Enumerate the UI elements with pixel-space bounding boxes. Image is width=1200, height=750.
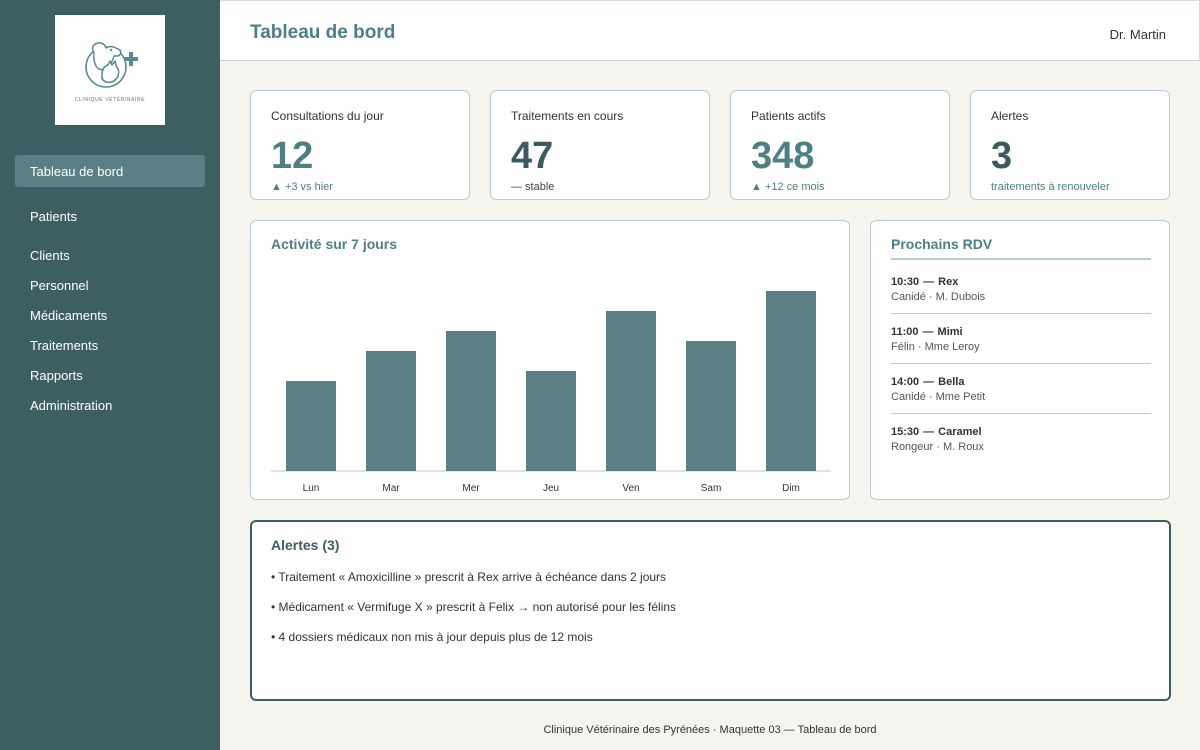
stat-subtext: traitements à renouveler bbox=[991, 181, 1110, 193]
chart-bar-mar[interactable] bbox=[366, 351, 416, 471]
stat-label: Alertes bbox=[991, 109, 1029, 123]
activity-bar-chart: Lun Mar Mer Jeu Ven Sam Dim bbox=[271, 291, 831, 494]
stat-label: Patients actifs bbox=[751, 109, 826, 123]
stat-value: 47 bbox=[511, 135, 554, 177]
x-tick-label: Jeu bbox=[543, 483, 559, 494]
stat-value: 3 bbox=[991, 135, 1013, 177]
alerts-panel: Alertes (3) • Traitement « Amoxicilline … bbox=[250, 520, 1171, 701]
sidebar-item-patients[interactable]: Patients bbox=[15, 200, 205, 232]
stat-trend: — stable bbox=[511, 181, 555, 193]
rdv-patient: Rex bbox=[938, 276, 959, 288]
stat-label: Consultations du jour bbox=[271, 109, 384, 123]
divider bbox=[891, 313, 1151, 314]
chart-title: Activité sur 7 jours bbox=[271, 236, 398, 252]
sidebar-item-label: Tableau de bord bbox=[30, 163, 124, 179]
sidebar-item-label: Rapports bbox=[30, 367, 83, 383]
sidebar-item-administration[interactable]: Administration bbox=[15, 389, 205, 421]
rdv-patient: Caramel bbox=[938, 426, 982, 438]
rdv-details: Félin · Mme Leroy bbox=[891, 341, 980, 353]
sidebar-item-label: Traitements bbox=[30, 337, 99, 353]
x-tick-label: Sam bbox=[701, 483, 722, 494]
rdv-item[interactable]: 15:30— Caramel Rongeur · M. Roux bbox=[891, 426, 1151, 453]
page-title: Tableau de bord bbox=[250, 22, 396, 43]
alerts-title: Alertes (3) bbox=[271, 537, 340, 553]
stat-card-traitements: Traitements en cours 47 — stable bbox=[490, 90, 710, 200]
chart-bar-dim[interactable] bbox=[766, 291, 816, 471]
x-tick-label: Ven bbox=[622, 483, 639, 494]
x-tick-label: Dim bbox=[782, 483, 800, 494]
rdv-card: Prochains RDV 10:30— Rex Canidé · M. Dubo… bbox=[870, 220, 1170, 500]
sidebar-item-label: Médicaments bbox=[30, 307, 108, 323]
chart-bar-lun[interactable] bbox=[286, 381, 336, 471]
rdv-item[interactable]: 10:30— Rex Canidé · M. Dubois bbox=[891, 276, 1151, 303]
rdv-title: Prochains RDV bbox=[891, 236, 993, 252]
sidebar-item-tableau-de-bord[interactable]: Tableau de bord bbox=[15, 155, 205, 187]
sidebar-item-label: Administration bbox=[30, 397, 113, 413]
rdv-details: Canidé · Mme Petit bbox=[891, 391, 986, 403]
sidebar-item-traitements[interactable]: Traitements bbox=[15, 329, 205, 361]
rdv-details: Canidé · M. Dubois bbox=[891, 291, 986, 303]
stat-card-patients: Patients actifs 348 ▲ +12 ce mois bbox=[730, 90, 950, 200]
alert-item[interactable]: • 4 dossiers médicaux non mis à jour dep… bbox=[271, 630, 593, 644]
alert-item[interactable]: • Médicament « Vermifuge X » prescrit à … bbox=[271, 600, 677, 614]
chart-bar-jeu[interactable] bbox=[526, 371, 576, 471]
alert-item[interactable]: • Traitement « Amoxicilline » prescrit à… bbox=[271, 570, 667, 584]
stat-trend: ▲ +12 ce mois bbox=[751, 181, 825, 193]
x-tick-label: Mer bbox=[462, 483, 480, 494]
user-name[interactable]: Dr. Martin bbox=[1109, 27, 1166, 42]
rdv-time: 14:00 bbox=[891, 376, 920, 388]
sidebar-item-personnel[interactable]: Personnel bbox=[15, 269, 205, 301]
divider bbox=[891, 363, 1151, 364]
rdv-time: 10:30 bbox=[891, 276, 920, 288]
logo-text: CLINIQUE VÉTÉRINAIRE bbox=[74, 97, 146, 103]
stat-card-alertes: Alertes 3 traitements à renouveler bbox=[970, 90, 1170, 200]
chart-bar-ven[interactable] bbox=[606, 311, 656, 471]
stat-value: 348 bbox=[751, 135, 815, 177]
x-tick-label: Mar bbox=[382, 483, 400, 494]
top-bar: Tableau de bord Dr. Martin bbox=[220, 0, 1200, 61]
divider bbox=[891, 258, 1151, 260]
rdv-time: 11:00 bbox=[891, 326, 919, 338]
sidebar: CLINIQUE VÉTÉRINAIRE Tableau de bord Pat… bbox=[0, 0, 220, 750]
rdv-details: Rongeur · M. Roux bbox=[891, 441, 984, 453]
chart-bar-mer[interactable] bbox=[446, 331, 496, 471]
sidebar-item-label: Patients bbox=[30, 208, 77, 224]
rdv-patient: Mimi bbox=[937, 326, 963, 338]
rdv-item[interactable]: 11:00— Mimi Félin · Mme Leroy bbox=[891, 326, 1151, 353]
chart-bar-sam[interactable] bbox=[686, 341, 736, 471]
rdv-item[interactable]: 14:00— Bella Canidé · Mme Petit bbox=[891, 376, 1151, 403]
x-tick-label: Lun bbox=[303, 483, 320, 494]
divider bbox=[891, 413, 1151, 414]
footer: Clinique Vétérinaire des Pyrénées · Maqu… bbox=[543, 724, 877, 736]
stat-trend: ▲ +3 vs hier bbox=[271, 181, 333, 193]
stat-value: 12 bbox=[271, 135, 314, 177]
sidebar-item-clients[interactable]: Clients bbox=[15, 239, 205, 271]
rdv-patient: Bella bbox=[938, 376, 965, 388]
clinic-logo: CLINIQUE VÉTÉRINAIRE bbox=[55, 15, 165, 125]
sidebar-item-label: Clients bbox=[30, 247, 70, 263]
sidebar-item-rapports[interactable]: Rapports bbox=[15, 359, 205, 391]
rdv-time: 15:30 bbox=[891, 426, 920, 438]
stat-card-consultations: Consultations du jour 12 ▲ +3 vs hier bbox=[250, 90, 470, 200]
vet-logo-icon bbox=[85, 42, 138, 88]
sidebar-item-label: Personnel bbox=[30, 277, 89, 293]
stat-label: Traitements en cours bbox=[511, 109, 624, 123]
sidebar-item-medicaments[interactable]: Médicaments bbox=[15, 299, 205, 331]
activity-chart-card: Activité sur 7 jours Lun Mar Mer Jeu Ven Sam D… bbox=[250, 220, 850, 500]
